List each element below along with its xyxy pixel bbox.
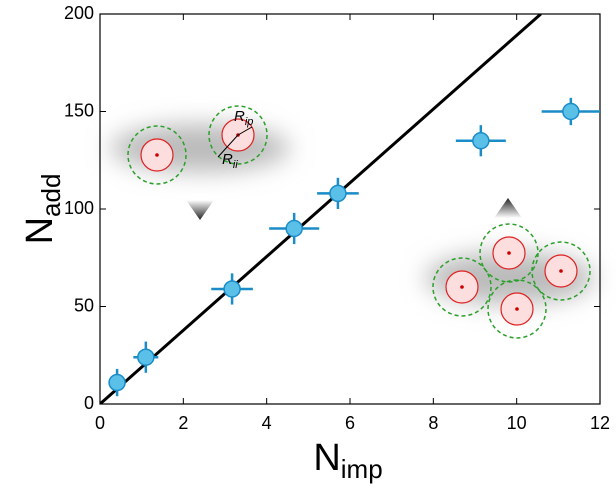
y-axis-label: Nadd [19,174,66,245]
annotation: Rip [234,108,253,128]
x-tick-label: 2 [178,413,188,433]
y-tick-label: 100 [64,198,94,218]
fit-line [100,14,542,404]
y-tick-label: 150 [64,100,94,120]
illustration-right [425,198,595,339]
illustration-left [110,105,290,220]
point [223,280,241,298]
point [137,348,155,366]
x-tick-label: 4 [262,413,272,433]
x-tick-label: 8 [428,413,438,433]
point [472,132,490,150]
point [562,102,580,121]
annotation: Rii [222,151,238,171]
y-tick-label: 50 [74,295,94,315]
point [285,219,303,238]
y-tick-label: 200 [64,3,94,23]
fit-line-group [100,14,542,404]
x-axis-label: Nimp [313,437,382,484]
x-tick-label: 6 [345,413,355,433]
plot-layer: 0 2 4 6 8 10 12 0 50 100 150 200 [64,3,610,433]
y-tick-label: 0 [84,393,94,413]
point [329,184,347,203]
x-tick-label: 12 [590,413,610,433]
plot-frame [99,13,601,405]
x-tick-label: 0 [95,413,105,433]
x-tick-label: 10 [507,413,527,433]
point [108,373,126,392]
